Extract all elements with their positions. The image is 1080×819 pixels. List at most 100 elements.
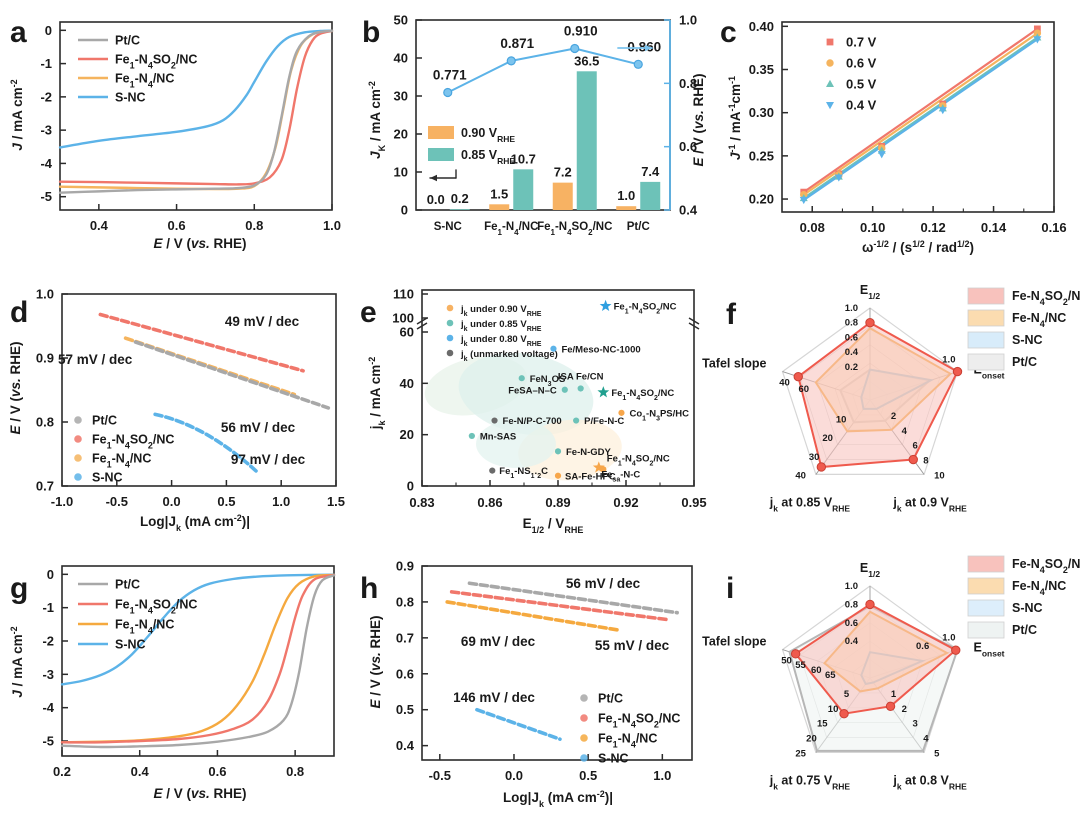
panel-a-ylabel: J / mA cm-2 — [9, 79, 25, 150]
data-marker-star — [597, 386, 610, 398]
panel-i-chart: E1/2 Eonset jk at 0.8 VRHE jk at 0.75 VRHE T… — [702, 555, 1080, 791]
panel-h: h -0.5 0.0 0.5 1.0 0.4 0.5 0.6 0.7 0.8 0.9 56 mV /… — [358, 540, 720, 819]
plot-frame — [61, 565, 335, 757]
radar-vertex — [839, 709, 849, 719]
radar-tick-label: 25 — [795, 748, 806, 759]
panel-h-chart: -0.5 0.0 0.5 1.0 0.4 0.5 0.6 0.7 0.8 0.9 56 mV / d… — [368, 559, 693, 809]
legend-marker — [446, 334, 454, 342]
legend-label: Fe-N4SO2/NC — [1012, 289, 1080, 307]
axis-break-icon — [688, 322, 700, 330]
panel-g-ylabel: J / mA cm-2 — [9, 626, 25, 697]
panel-b-chart: 0 10 20 30 40 50 0.4 0.6 0.8 1.0 0.0 0.2 S-NC 1.5 10.7… — [367, 13, 706, 237]
legend-swatch — [967, 555, 1005, 573]
radar-vertex — [952, 366, 963, 377]
data-marker — [489, 467, 496, 474]
legend-label: jk under 0.90 VRHE — [460, 304, 542, 318]
x-tick-label: 0.08 — [800, 220, 825, 235]
legend-marker — [580, 714, 588, 722]
tafel-annotation: 56 mV / dec — [566, 576, 641, 591]
data-series-line — [802, 32, 1039, 196]
panel-d-xlabel: Log|Jk (mA cm-2)| — [140, 513, 250, 533]
radar-vertex — [816, 462, 827, 472]
x-tick-label: 0.92 — [613, 495, 638, 510]
y-tick-label: 20 — [394, 127, 408, 142]
data-marker — [877, 151, 886, 159]
y-tick-label: 0.7 — [36, 479, 54, 494]
data-series-line — [153, 412, 259, 474]
bar — [552, 182, 573, 210]
panel-h-xlabel: Log|Jk (mA cm-2)| — [503, 789, 613, 809]
legend-label: Fe1-N4/NC — [115, 618, 174, 636]
radar-series — [794, 603, 958, 715]
y-tick-label: 40 — [394, 51, 408, 66]
data-marker — [491, 417, 498, 424]
radar-tick-label: 50 — [781, 656, 792, 667]
x-tick-label: 0.4 — [131, 764, 150, 779]
panel-g: g 0.2 0.4 0.6 0.8 0 -1 -2 -3 -4 -5 Pt/C Fe1-N4SO2/N… — [0, 540, 360, 819]
legend-marker — [580, 734, 588, 742]
data-marker — [518, 375, 525, 382]
legend-label: Pt/C — [92, 414, 117, 428]
radar-vertex — [790, 649, 801, 659]
y-tick-label: 40 — [400, 376, 414, 391]
bar-value-label: 1.5 — [490, 186, 508, 201]
legend-marker — [74, 473, 82, 481]
x-tick-label: 1.5 — [327, 494, 345, 509]
line-point — [443, 87, 453, 98]
bar-value-label: 0.2 — [451, 191, 469, 206]
y-tick-label: 30 — [394, 89, 408, 104]
data-marker-star — [599, 299, 612, 312]
radar-vertex — [885, 701, 896, 711]
x-tick-label: 0.2 — [53, 764, 71, 779]
radar-tick-label: 0.4 — [845, 347, 859, 358]
tafel-annotation: 69 mV / dec — [461, 634, 536, 649]
radar-tick-label: 8 — [923, 456, 928, 467]
radar-axis-label: Eonset — [973, 641, 1004, 659]
panel-g-letter: g — [10, 572, 29, 605]
data-point-label: ISA Fe/CN — [558, 371, 604, 382]
data-series-line — [60, 574, 336, 749]
radar-axis-label: E1/2 — [860, 283, 880, 301]
panel-a-xlabel: E / V (vs. RHE) — [153, 236, 246, 251]
legend-swatch — [428, 148, 454, 161]
y-tick-label: 0.35 — [749, 62, 774, 77]
data-series-line — [475, 707, 562, 741]
data-marker — [1033, 25, 1041, 33]
legend-label: Fe1-N4SO2/NC — [92, 433, 174, 451]
panel-b-letter: b — [362, 16, 381, 49]
y-tick-label: 0.9 — [36, 351, 54, 366]
bar — [640, 181, 661, 210]
radar-tick-label: 3 — [912, 719, 917, 730]
data-point-label: FeN3OS — [530, 374, 566, 388]
radar-tick-label: 10 — [828, 704, 839, 715]
y-tick-label: 100 — [392, 311, 414, 326]
legend-label: 0.7 V — [846, 35, 877, 50]
legend-label: 0.6 V — [846, 56, 877, 71]
axis-break-icon — [416, 322, 428, 330]
legend-marker — [446, 304, 454, 312]
data-marker — [554, 472, 562, 479]
radar-axis-label: Tafel slope — [702, 357, 766, 371]
legend-label: S-NC — [1012, 601, 1043, 615]
legend-marker — [74, 435, 82, 443]
x-tick-label: 0.4 — [90, 218, 109, 233]
data-point-label: Mn-SAS — [480, 432, 516, 443]
data-marker-star — [592, 461, 605, 473]
y-tick-label: -1 — [42, 600, 54, 615]
panel-c-xlabel: ω-1/2 / (s1/2 / rad1/2) — [862, 239, 974, 255]
x-tick-label: 0.12 — [920, 220, 945, 235]
panel-g-chart: 0.2 0.4 0.6 0.8 0 -1 -2 -3 -4 -5 Pt/C Fe1-N4SO2/NC F… — [9, 565, 336, 801]
legend-label: Pt/C — [115, 34, 140, 48]
y-tick-label: -1 — [40, 56, 52, 71]
line-value-label: 0.910 — [564, 24, 598, 39]
radar-vertex — [865, 599, 875, 610]
y-tick-label: 0.30 — [749, 105, 774, 120]
panel-b-ylabel: JK / mA cm-2 — [367, 81, 387, 159]
x-tick-label: 0.10 — [860, 220, 885, 235]
panel-a-letter: a — [10, 16, 27, 49]
y-tick-label: -3 — [40, 123, 52, 138]
legend-swatch — [967, 577, 1005, 595]
y2-tick-label: 0.8 — [679, 76, 697, 91]
plot-frame — [421, 565, 693, 761]
